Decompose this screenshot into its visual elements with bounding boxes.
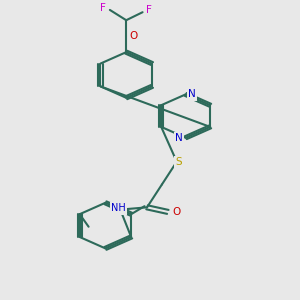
Text: F: F [100,3,106,13]
Text: N: N [188,89,196,99]
Text: O: O [172,207,180,217]
Text: O: O [130,31,138,41]
Text: N: N [175,133,183,143]
Text: F: F [146,5,152,15]
Text: NH: NH [111,203,126,214]
Text: S: S [175,157,181,167]
